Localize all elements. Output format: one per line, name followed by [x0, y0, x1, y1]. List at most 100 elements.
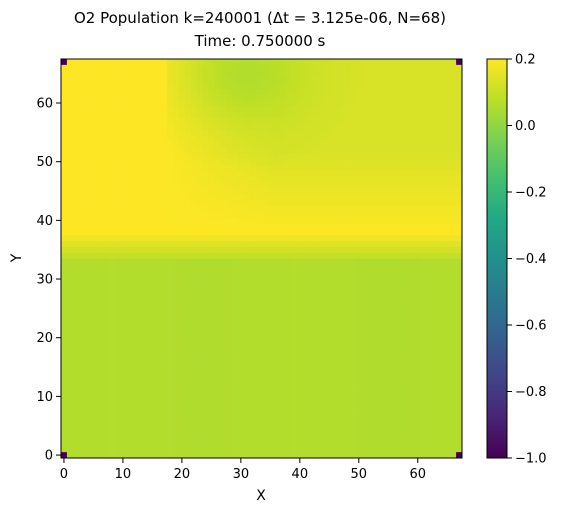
heatmap-cell — [349, 387, 357, 394]
heatmap-cell — [137, 281, 144, 289]
heatmap-cell — [432, 88, 439, 95]
heatmap-cell — [249, 299, 256, 306]
heatmap-cell — [102, 217, 109, 224]
heatmap-cell — [444, 182, 451, 189]
heatmap-cell — [131, 246, 139, 253]
heatmap-cell — [149, 111, 156, 119]
heatmap-cell — [232, 211, 239, 218]
heatmap-cell — [420, 246, 427, 253]
heatmap-cell — [302, 364, 310, 371]
heatmap-cell — [173, 229, 180, 236]
heatmap-cell — [61, 135, 68, 142]
heatmap-cell — [308, 188, 315, 195]
heatmap-cell — [344, 100, 351, 107]
heatmap-cell — [243, 223, 251, 230]
heatmap-cell — [61, 422, 68, 430]
heatmap-cell — [308, 434, 315, 441]
heatmap-cell — [208, 64, 215, 72]
heatmap-cell — [84, 264, 91, 271]
heatmap-cell — [208, 317, 215, 324]
heatmap-cell — [155, 352, 162, 359]
heatmap-cell — [326, 111, 333, 119]
heatmap-cell — [143, 100, 150, 107]
heatmap-cell — [66, 94, 74, 101]
heatmap-cell — [267, 428, 274, 435]
heatmap-cell — [450, 123, 457, 130]
heatmap-cell — [125, 352, 133, 359]
heatmap-cell — [261, 311, 268, 318]
heatmap-cell — [285, 252, 292, 259]
heatmap-cell — [349, 182, 357, 189]
heatmap-cell — [332, 281, 339, 289]
heatmap-cell — [426, 176, 433, 183]
heatmap-cell — [408, 340, 416, 347]
heatmap-cell — [184, 235, 192, 242]
heatmap-cell — [349, 240, 357, 248]
heatmap-cell — [137, 199, 144, 207]
heatmap-cell — [131, 199, 139, 207]
heatmap-cell — [78, 440, 85, 447]
heatmap-cell — [72, 381, 80, 388]
heatmap-cell — [285, 323, 292, 330]
heatmap-cell — [273, 311, 280, 318]
heatmap-cell — [261, 264, 268, 271]
heatmap-cell — [285, 399, 292, 406]
heatmap-cell — [314, 281, 321, 289]
heatmap-cell — [432, 182, 439, 189]
heatmap-cell — [137, 405, 144, 412]
heatmap-cell — [84, 311, 91, 318]
heatmap-cell — [214, 158, 221, 165]
heatmap-cell — [420, 440, 427, 447]
colorbar-tick-label: −0.8 — [515, 385, 547, 400]
heatmap-cell — [66, 252, 74, 259]
heatmap-cell — [273, 258, 280, 265]
heatmap-cell — [320, 70, 327, 77]
heatmap-cell — [137, 393, 144, 400]
heatmap-cell — [226, 281, 233, 289]
heatmap-cell — [196, 381, 203, 388]
heatmap-cell — [267, 264, 274, 271]
heatmap-cell — [338, 205, 345, 212]
heatmap-cell — [326, 358, 333, 365]
heatmap-cell — [237, 305, 245, 312]
heatmap-cell — [314, 258, 321, 265]
heatmap-cell — [308, 428, 315, 435]
heatmap-cell — [420, 399, 427, 406]
heatmap-cell — [391, 323, 398, 330]
heatmap-cell — [326, 440, 333, 447]
heatmap-cell — [108, 358, 115, 365]
heatmap-cell — [379, 358, 386, 365]
heatmap-cell — [237, 235, 245, 242]
colorbar-tick-label: −1.0 — [515, 452, 547, 467]
heatmap-cell — [285, 176, 292, 183]
heatmap-cell — [414, 405, 422, 412]
heatmap-cell — [155, 399, 162, 406]
heatmap-cell — [326, 82, 333, 89]
heatmap-cell — [285, 358, 292, 365]
heatmap-cell — [226, 299, 233, 306]
y-tick-label: 50 — [36, 155, 53, 170]
heatmap-cell — [261, 387, 268, 394]
heatmap-cell — [320, 123, 327, 130]
heatmap-cell — [243, 264, 251, 271]
heatmap-cell — [403, 252, 410, 259]
heatmap-cell — [214, 129, 221, 136]
heatmap-cell — [285, 223, 292, 230]
heatmap-cell — [114, 328, 121, 336]
heatmap-cell — [285, 182, 292, 189]
heatmap-cell — [108, 399, 115, 406]
heatmap-cell — [385, 59, 392, 66]
heatmap-cell — [414, 381, 422, 388]
heatmap-cell — [161, 123, 168, 130]
heatmap-cell — [114, 287, 121, 295]
heatmap-cell — [114, 141, 121, 148]
heatmap-cell — [202, 311, 209, 318]
heatmap-cell — [373, 446, 380, 453]
heatmap-cell — [408, 422, 416, 430]
heatmap-cell — [444, 422, 451, 430]
heatmap-cell — [184, 164, 192, 171]
heatmap-cell — [379, 64, 386, 72]
heatmap-cell — [444, 76, 451, 83]
heatmap-cell — [173, 100, 180, 107]
heatmap-cell — [385, 334, 392, 341]
